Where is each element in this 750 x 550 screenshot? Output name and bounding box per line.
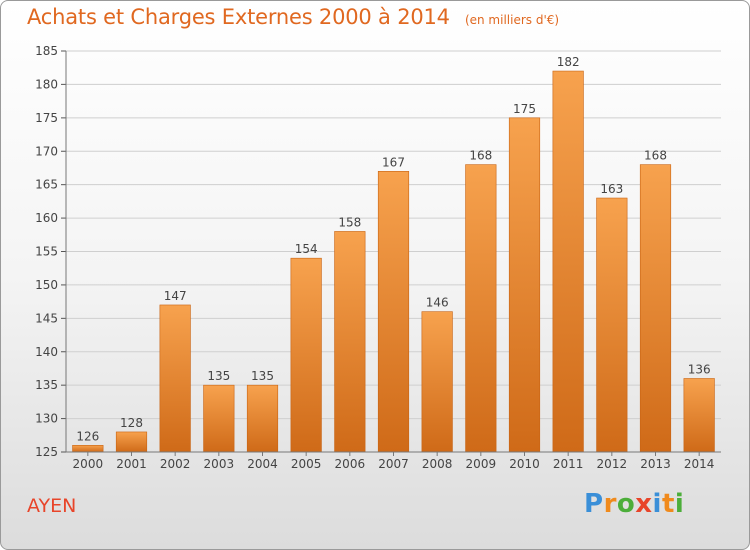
y-axis: 125 130 135 140 145 150 155 160 165 170 175 180 185 (35, 44, 67, 459)
bar (683, 378, 715, 453)
data-label: 154 (295, 242, 318, 256)
logo-letter: i (674, 489, 685, 519)
logo-letter: o (616, 489, 636, 519)
bar (596, 197, 628, 453)
bars (72, 70, 715, 453)
logo-letter: x (635, 489, 653, 519)
bar (465, 164, 497, 453)
y-tick-label: 125 (35, 445, 58, 459)
logo-letter: P (584, 489, 604, 519)
bar (334, 231, 366, 453)
x-tick-label: 2009 (466, 457, 497, 471)
y-tick-label: 180 (35, 77, 58, 91)
data-label: 147 (164, 289, 187, 303)
y-tick-label: 130 (35, 412, 58, 426)
y-tick-label: 140 (35, 345, 58, 359)
data-label: 168 (469, 149, 492, 163)
x-tick-label: 2010 (509, 457, 540, 471)
x-tick-label: 2001 (116, 457, 147, 471)
x-tick-label: 2007 (378, 457, 409, 471)
x-tick-label: 2004 (247, 457, 278, 471)
title-row: Achats et Charges Externes 2000 à 2014 (… (27, 5, 559, 29)
x-tick-label: 2002 (160, 457, 191, 471)
x-tick-label: 2013 (640, 457, 671, 471)
x-tick-label: 2005 (291, 457, 322, 471)
bar (246, 384, 279, 453)
bar (72, 445, 104, 453)
data-label: 126 (76, 429, 99, 443)
data-labels: 126 128 147 135 135 154 158 167 146 168 175 182 163 1… (76, 55, 710, 443)
bar (159, 304, 191, 453)
y-tick-label: 160 (35, 211, 58, 225)
y-tick-label: 135 (35, 378, 58, 392)
bar (508, 117, 541, 453)
bar (639, 164, 672, 453)
x-tick-label: 2006 (335, 457, 366, 471)
y-tick-label: 175 (35, 111, 58, 125)
x-tick-label: 2000 (73, 457, 104, 471)
x-axis: 2000 2001 2002 2003 2004 2005 2006 2007 2008 2009… (66, 451, 721, 471)
data-label: 163 (600, 182, 623, 196)
x-tick-label: 2012 (597, 457, 628, 471)
data-label: 175 (513, 102, 536, 116)
y-tick-label: 170 (35, 144, 58, 158)
x-tick-label: 2008 (422, 457, 453, 471)
data-label: 128 (120, 416, 143, 430)
logo-letter: i (652, 489, 662, 519)
data-label: 135 (207, 369, 230, 383)
data-label: 168 (644, 149, 667, 163)
bar (377, 171, 410, 453)
y-tick-label: 165 (35, 178, 58, 192)
x-tick-label: 2011 (553, 457, 584, 471)
y-tick-label: 145 (35, 311, 58, 325)
commune-name: AYEN (27, 495, 77, 517)
bar (421, 311, 453, 453)
bar (203, 384, 235, 453)
x-tick-label: 2003 (204, 457, 235, 471)
bar (115, 431, 148, 453)
chart-subtitle: (en milliers d'€) (464, 13, 560, 27)
data-label: 182 (557, 55, 580, 69)
bar (290, 257, 322, 453)
data-label: 158 (338, 215, 361, 229)
data-label: 135 (251, 369, 274, 383)
logo-letter: t (661, 489, 675, 519)
y-tick-label: 150 (35, 278, 58, 292)
y-tick-label: 185 (35, 44, 58, 58)
data-label: 136 (688, 362, 711, 376)
y-tick-label: 155 (35, 245, 58, 259)
logo-letter: r (603, 489, 617, 519)
data-label: 167 (382, 155, 405, 169)
x-tick-label: 2014 (684, 457, 715, 471)
proxiti-logo: Proxiti (584, 489, 684, 519)
chart-title: Achats et Charges Externes 2000 à 2014 (27, 5, 450, 29)
bar (552, 70, 584, 453)
data-label: 146 (426, 296, 449, 310)
